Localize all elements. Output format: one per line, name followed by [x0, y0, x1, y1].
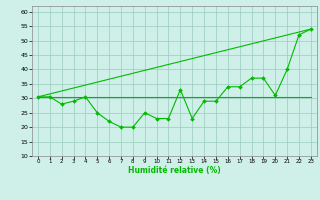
X-axis label: Humidité relative (%): Humidité relative (%) — [128, 166, 221, 175]
